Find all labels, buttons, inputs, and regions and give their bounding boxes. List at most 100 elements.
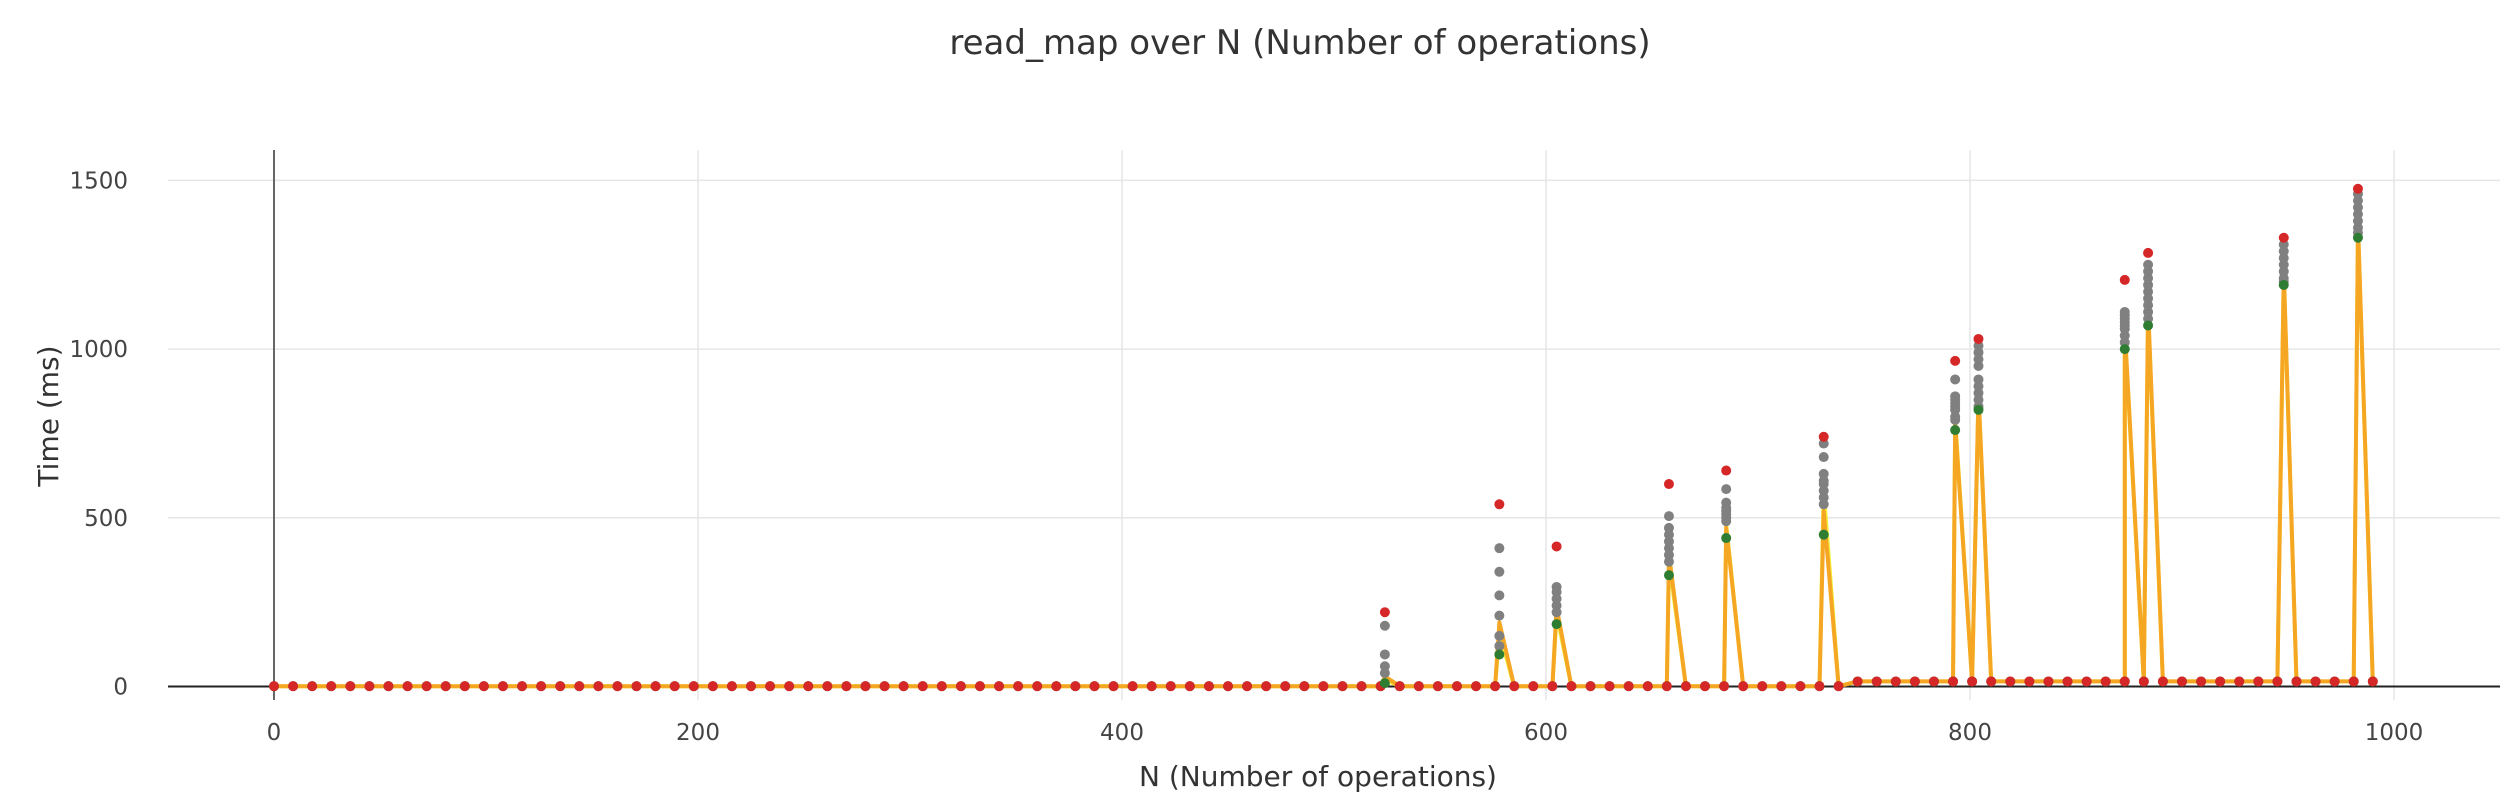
max-point <box>517 681 528 692</box>
max-point <box>1203 681 1214 692</box>
min-point <box>1663 570 1674 581</box>
max-point <box>1642 681 1653 692</box>
max-point <box>1776 681 1787 692</box>
max-point <box>2234 676 2245 687</box>
max-point <box>803 681 814 692</box>
y-tick-label: 1000 <box>69 337 128 363</box>
max-point <box>1700 681 1710 692</box>
max-point <box>326 681 337 692</box>
x-tick-label: 800 <box>1948 720 1992 746</box>
min-point <box>2143 320 2154 331</box>
max-point <box>2143 247 2154 258</box>
max-point <box>1490 681 1501 692</box>
sample-point <box>1494 641 1505 652</box>
min-point <box>1379 678 1390 689</box>
sample-point <box>1379 649 1390 660</box>
max-point <box>1494 499 1505 510</box>
max-point <box>688 681 699 692</box>
max-point <box>269 681 279 692</box>
max-point <box>1948 676 1959 687</box>
max-point <box>1127 681 1138 692</box>
max-point <box>1604 681 1615 692</box>
tick-labels: 0 200 400 600 800 1000 0 500 1000 1500 <box>69 168 2423 746</box>
max-point <box>631 681 642 692</box>
max-point <box>994 681 1005 692</box>
max-point <box>1509 681 1520 692</box>
max-point <box>1871 676 1882 687</box>
max-point <box>288 681 299 692</box>
max-point <box>1070 681 1081 692</box>
max-point <box>1950 355 1961 366</box>
max-point <box>383 681 394 692</box>
max-point <box>2177 676 2187 687</box>
max-point <box>879 681 890 692</box>
sample-point <box>1494 590 1505 601</box>
max-point <box>1721 465 1732 476</box>
x-tick-label: 1000 <box>2365 720 2424 746</box>
min-point <box>1494 649 1505 660</box>
max-point <box>1471 681 1482 692</box>
max-point <box>2043 676 2054 687</box>
max-point <box>1585 681 1596 692</box>
max-point <box>1852 676 1863 687</box>
max-point <box>2005 676 2016 687</box>
min-point <box>1721 533 1732 544</box>
sample-point <box>1721 484 1732 495</box>
max-point <box>1890 676 1901 687</box>
max-point <box>1833 681 1844 692</box>
max-point <box>2291 676 2302 687</box>
max-point <box>1818 431 1829 442</box>
max-point <box>1032 681 1043 692</box>
max-point <box>1108 681 1119 692</box>
max-point <box>421 681 432 692</box>
max-point <box>1663 479 1674 490</box>
max-point <box>1337 681 1348 692</box>
max-point <box>555 681 566 692</box>
max-point <box>1528 681 1539 692</box>
min-point <box>2278 279 2289 290</box>
max-point <box>1184 681 1195 692</box>
y-tick-label: 0 <box>113 675 128 701</box>
max-point <box>1356 681 1367 692</box>
max-point <box>1814 681 1825 692</box>
sample-point <box>1818 499 1829 510</box>
max-point <box>2062 676 2073 687</box>
max-point <box>2157 676 2168 687</box>
max-point <box>2253 676 2264 687</box>
max-point <box>1986 676 1997 687</box>
max-point <box>1928 676 1939 687</box>
max-point <box>478 681 489 692</box>
max-point <box>784 681 795 692</box>
max-point <box>536 681 547 692</box>
sample-point <box>1494 566 1505 577</box>
x-tick-label: 200 <box>676 720 720 746</box>
sample-point <box>1494 630 1505 641</box>
min-point <box>1950 425 1961 436</box>
max-point <box>936 681 947 692</box>
max-point <box>593 681 604 692</box>
min-point <box>2119 344 2130 355</box>
max-point <box>974 681 985 692</box>
max-point <box>1623 681 1634 692</box>
max-point <box>2138 676 2149 687</box>
max-point <box>1738 681 1749 692</box>
max-point <box>1013 681 1024 692</box>
max-point <box>459 681 470 692</box>
max-point <box>1051 681 1062 692</box>
max-point <box>1299 681 1310 692</box>
sample-point <box>1950 414 1961 425</box>
max-point <box>1680 681 1691 692</box>
sample-point <box>1950 374 1961 385</box>
sample-point <box>1663 511 1674 522</box>
max-point <box>1413 681 1424 692</box>
data-points <box>269 183 2378 692</box>
axes <box>168 150 2500 700</box>
max-point <box>1551 541 1562 552</box>
max-point <box>726 681 737 692</box>
max-point <box>2348 676 2359 687</box>
max-point <box>1967 676 1978 687</box>
y-tick-label: 1500 <box>69 168 128 194</box>
max-point <box>1089 681 1100 692</box>
max-point <box>1566 681 1577 692</box>
max-point <box>1432 681 1443 692</box>
